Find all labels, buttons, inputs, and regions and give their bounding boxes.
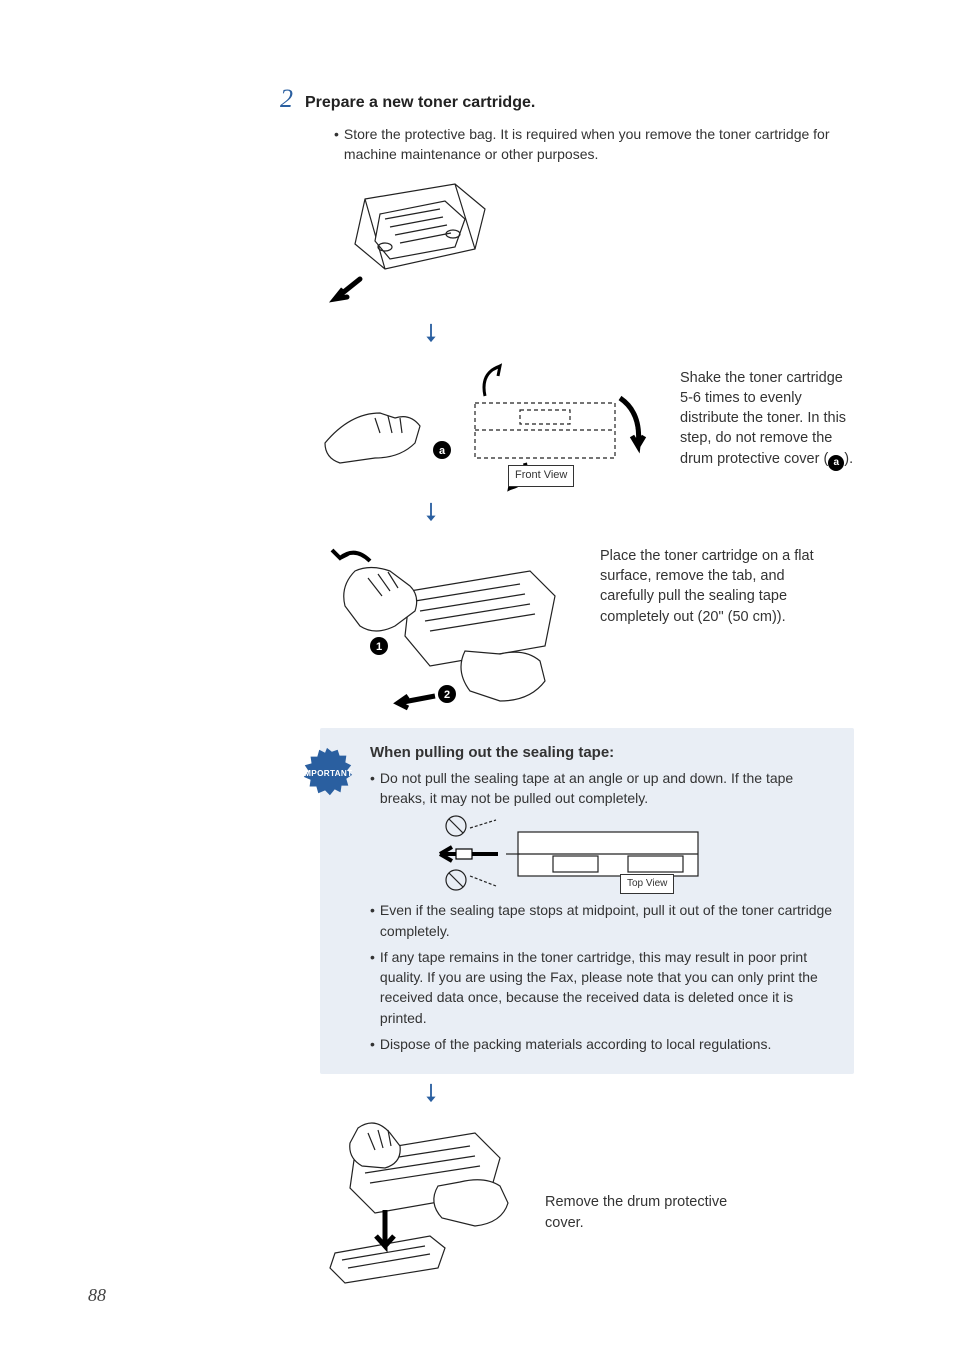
svg-text:2: 2 bbox=[444, 689, 450, 701]
bullet-dot: • bbox=[370, 1034, 375, 1054]
shake-cartridge-illustration: a bbox=[320, 358, 660, 493]
svg-text:IMPORTANT: IMPORTANT bbox=[302, 769, 353, 778]
step-number: 2 bbox=[280, 80, 293, 118]
step-title: Prepare a new toner cartridge. bbox=[305, 91, 535, 114]
bullet-dot: • bbox=[370, 947, 375, 1028]
flow-arrow-icon bbox=[420, 1082, 442, 1104]
page-number: 88 bbox=[88, 1282, 106, 1308]
important-title: When pulling out the sealing tape: bbox=[370, 742, 834, 764]
top-view-label: Top View bbox=[620, 874, 674, 895]
important-bullet-4: Dispose of the packing materials accordi… bbox=[380, 1034, 771, 1054]
important-bullet-3: If any tape remains in the toner cartrid… bbox=[380, 947, 834, 1028]
shake-caption: Shake the toner cartridge 5-6 times to e… bbox=[680, 358, 854, 471]
place-caption: Place the toner cartridge on a flat surf… bbox=[600, 536, 830, 627]
important-bullet-1: Do not pull the sealing tape at an angle… bbox=[380, 768, 834, 809]
important-note: IMPORTANT When pulling out the sealing t… bbox=[320, 728, 854, 1074]
bullet-dot: • bbox=[370, 900, 375, 941]
intro-text: Store the protective bag. It is required… bbox=[344, 124, 854, 165]
label-a-icon: a bbox=[828, 455, 844, 471]
remove-cover-illustration bbox=[320, 1118, 515, 1298]
pull-tape-illustration: 1 2 bbox=[320, 536, 570, 716]
front-view-label: Front View bbox=[508, 465, 574, 487]
svg-text:1: 1 bbox=[376, 641, 382, 653]
cartridge-remove-illustration bbox=[325, 179, 495, 309]
bullet-dot: • bbox=[334, 124, 339, 165]
flow-arrow-icon bbox=[420, 322, 442, 344]
important-bullet-2: Even if the sealing tape stops at midpoi… bbox=[380, 900, 834, 941]
bullet-dot: • bbox=[370, 768, 375, 809]
remove-caption: Remove the drum protective cover. bbox=[545, 1182, 765, 1233]
svg-text:a: a bbox=[439, 445, 446, 457]
important-badge-icon: IMPORTANT bbox=[298, 744, 356, 802]
flow-arrow-icon bbox=[420, 501, 442, 523]
